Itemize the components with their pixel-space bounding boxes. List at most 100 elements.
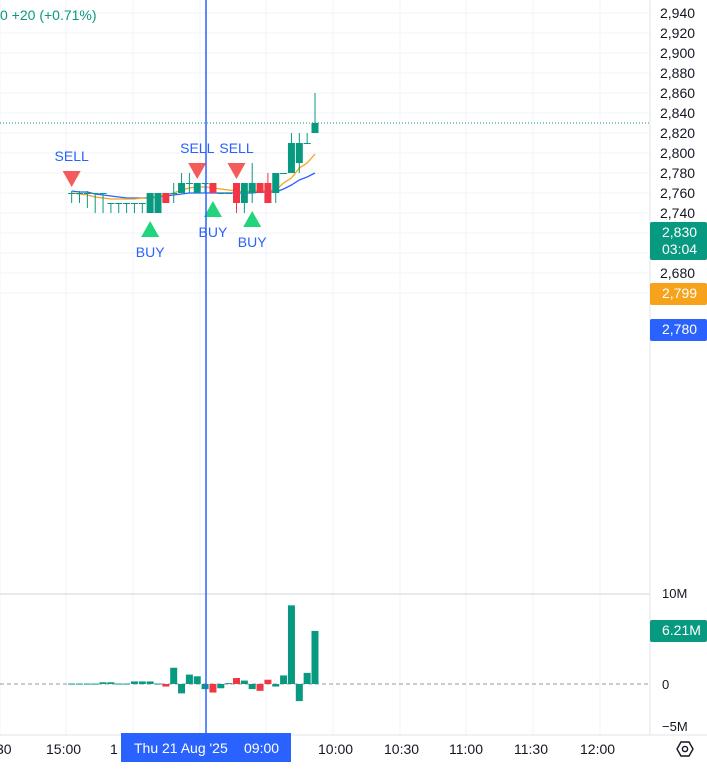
volume-bar	[115, 683, 123, 685]
price-tick-label: 2,840	[660, 105, 695, 121]
candle-body	[287, 143, 295, 173]
price-tick-label: 2,880	[660, 65, 695, 81]
gear-icon-outline	[676, 741, 694, 757]
volume-bar	[311, 630, 319, 684]
buy-signal-marker	[141, 221, 160, 237]
price-tick-label: 2,820	[660, 125, 695, 141]
price-tick-label: 2,920	[660, 25, 695, 41]
time-tick-label: 10:00	[318, 741, 353, 757]
volume-badge-text: 6.21M	[662, 622, 701, 638]
volume-bar	[233, 678, 240, 684]
volume-bar	[123, 683, 131, 685]
candle-body	[201, 183, 209, 184]
volume-bar	[272, 684, 280, 687]
candle-body	[311, 123, 319, 133]
current-price-badge-bg	[650, 222, 707, 260]
volume-bar	[138, 681, 146, 684]
volume-bar	[178, 684, 186, 694]
sell-signal-marker	[62, 171, 81, 187]
candle-body	[76, 193, 83, 194]
price-tick-label: 2,780	[660, 165, 695, 181]
time-tick-label: 15:00	[46, 741, 81, 757]
gear-icon-center	[681, 745, 689, 753]
volume-bar	[185, 674, 193, 684]
candle-body	[178, 183, 186, 193]
ma-fast-badge: 2,799	[650, 283, 707, 305]
candle-body	[240, 183, 248, 203]
price-tick-label: 2,740	[660, 205, 695, 221]
time-tick-label: 10:30	[384, 741, 419, 757]
candle-body	[162, 193, 170, 203]
price-tick-label: 2,900	[660, 45, 695, 61]
buy-signal-label: BUY	[199, 224, 228, 240]
candle-body	[280, 173, 288, 174]
volume-badge: 6.21M	[650, 620, 707, 642]
volume-bar	[256, 684, 264, 691]
gear-icon[interactable]	[676, 741, 694, 757]
candle-body	[123, 203, 131, 204]
volume-bar	[154, 683, 162, 685]
time-tick-label: 30	[0, 741, 12, 757]
ma-slow-badge: 2,780	[650, 319, 707, 341]
volume-bar	[225, 683, 233, 685]
time-tick-label: 11:30	[514, 741, 548, 757]
candle-body	[68, 193, 76, 194]
volume-bar	[295, 684, 303, 702]
candle-body	[107, 203, 115, 204]
volume-bar	[248, 684, 256, 690]
buy-signal-marker	[243, 211, 262, 227]
sell-signal-marker	[188, 163, 207, 179]
time-tick-label: 11:00	[449, 741, 483, 757]
candle-body	[130, 203, 138, 204]
candle-body	[256, 183, 264, 193]
volume-bar	[130, 681, 138, 684]
volume-tick-label: −5M	[662, 719, 688, 734]
sell-signal-label: SELL	[219, 140, 253, 156]
price-tick-label: 2,940	[660, 5, 695, 21]
time-tick-label: 12:00	[580, 741, 615, 757]
crosshair-time-text: 09:00	[244, 740, 279, 756]
candle-body	[83, 193, 91, 194]
price-tick-label: 2,800	[660, 145, 695, 161]
ma-slow-badge-bg	[650, 319, 707, 341]
candle-body	[248, 183, 256, 193]
price-tick-label: 2,680	[660, 265, 695, 281]
candle-body	[233, 183, 240, 203]
crosshair-time-text: Thu 21 Aug '25	[134, 740, 228, 756]
candle-body	[225, 193, 233, 194]
price-change-label: 0 +20 (+0.71%)	[0, 7, 97, 23]
candle-body	[154, 193, 162, 213]
volume-bar	[83, 683, 91, 685]
price-tick-label: 2,760	[660, 185, 695, 201]
buy-signal-marker	[203, 201, 222, 217]
candle-body	[217, 193, 225, 194]
sell-signal-marker	[227, 163, 246, 179]
candle-body	[264, 183, 272, 203]
sell-signal-label: SELL	[55, 148, 89, 164]
price-tick-label: 2,860	[660, 85, 695, 101]
volume-bar	[201, 684, 209, 690]
volume-bar	[303, 672, 311, 684]
volume-tick-label: 0	[662, 677, 669, 692]
volume-bar	[217, 684, 225, 689]
volume-bar	[99, 682, 107, 684]
volume-bar	[287, 605, 295, 684]
volume-bar	[162, 684, 170, 687]
candle-body	[303, 143, 311, 144]
candle-body	[295, 143, 303, 163]
volume-bar	[240, 680, 248, 684]
ma-fast-badge-bg	[650, 283, 707, 305]
ma-slow-badge-text: 2,780	[662, 321, 697, 337]
volume-bar	[91, 683, 99, 685]
volume-bar	[264, 679, 272, 684]
candle-body	[138, 203, 146, 204]
candle-body	[185, 183, 193, 184]
volume-bar	[146, 681, 154, 684]
candle-body	[115, 203, 123, 204]
volume-bar	[193, 676, 201, 684]
current-price-badge-text: 03:04	[662, 241, 697, 257]
ma-fast-badge-text: 2,799	[662, 285, 697, 301]
